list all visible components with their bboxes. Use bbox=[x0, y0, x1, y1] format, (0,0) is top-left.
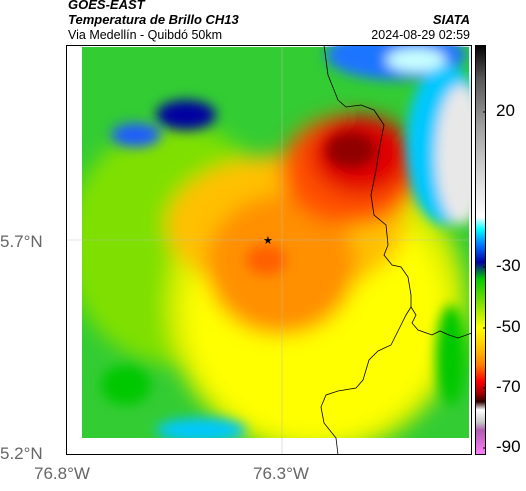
route-subtitle: Via Medellín - Quibdó 50km bbox=[68, 28, 223, 42]
colorbar-label-minus50: -50 bbox=[496, 317, 521, 336]
orange-hotspot bbox=[246, 245, 286, 275]
cyan-clearing-north bbox=[386, 48, 446, 72]
bottom-margin-blank bbox=[66, 438, 472, 455]
colorbar-frame bbox=[475, 45, 486, 455]
left-margin-blank bbox=[66, 45, 82, 455]
colorbar-label-minus70: -70 bbox=[496, 377, 521, 396]
colorbar-label-minus90: -90 bbox=[496, 437, 521, 456]
blue-patch-northwest bbox=[111, 123, 161, 147]
department-border-north bbox=[323, 45, 472, 339]
lat-tick-5.7: 5.7°N bbox=[0, 232, 43, 251]
temperature-field bbox=[66, 45, 472, 455]
colorbar-gradient bbox=[475, 45, 486, 455]
agency-label: SIATA bbox=[432, 12, 470, 27]
lon-tick-76.8: 76.8°W bbox=[34, 464, 90, 483]
maroon-cold-core bbox=[326, 132, 376, 168]
cyan-patch-south bbox=[156, 418, 246, 442]
colorbar-label-20: 20 bbox=[496, 101, 515, 120]
lat-tick-5.2: 5.2°N bbox=[0, 444, 43, 463]
map-panel[interactable]: ★ bbox=[66, 45, 472, 455]
map-frame-border bbox=[66, 45, 472, 455]
brightness-temperature-map[interactable]: ★ bbox=[66, 45, 472, 455]
clear-sky-east bbox=[436, 85, 472, 225]
colorbar bbox=[475, 45, 486, 455]
product-title: Temperatura de Brillo CH13 bbox=[68, 12, 239, 27]
colorbar-label-minus30: -30 bbox=[496, 256, 521, 275]
lon-tick-76.3: 76.3°W bbox=[253, 464, 309, 483]
green-strip-southeast bbox=[436, 305, 466, 405]
satellite-title: GOES-EAST bbox=[68, 0, 145, 12]
department-border-south bbox=[320, 306, 412, 455]
timestamp-label: 2024-08-29 02:59 bbox=[371, 28, 470, 42]
blue-patch-north bbox=[156, 100, 216, 130]
colorbar-fill bbox=[475, 45, 486, 455]
city-star-marker: ★ bbox=[263, 234, 273, 247]
green-patch-southwest bbox=[101, 365, 151, 405]
